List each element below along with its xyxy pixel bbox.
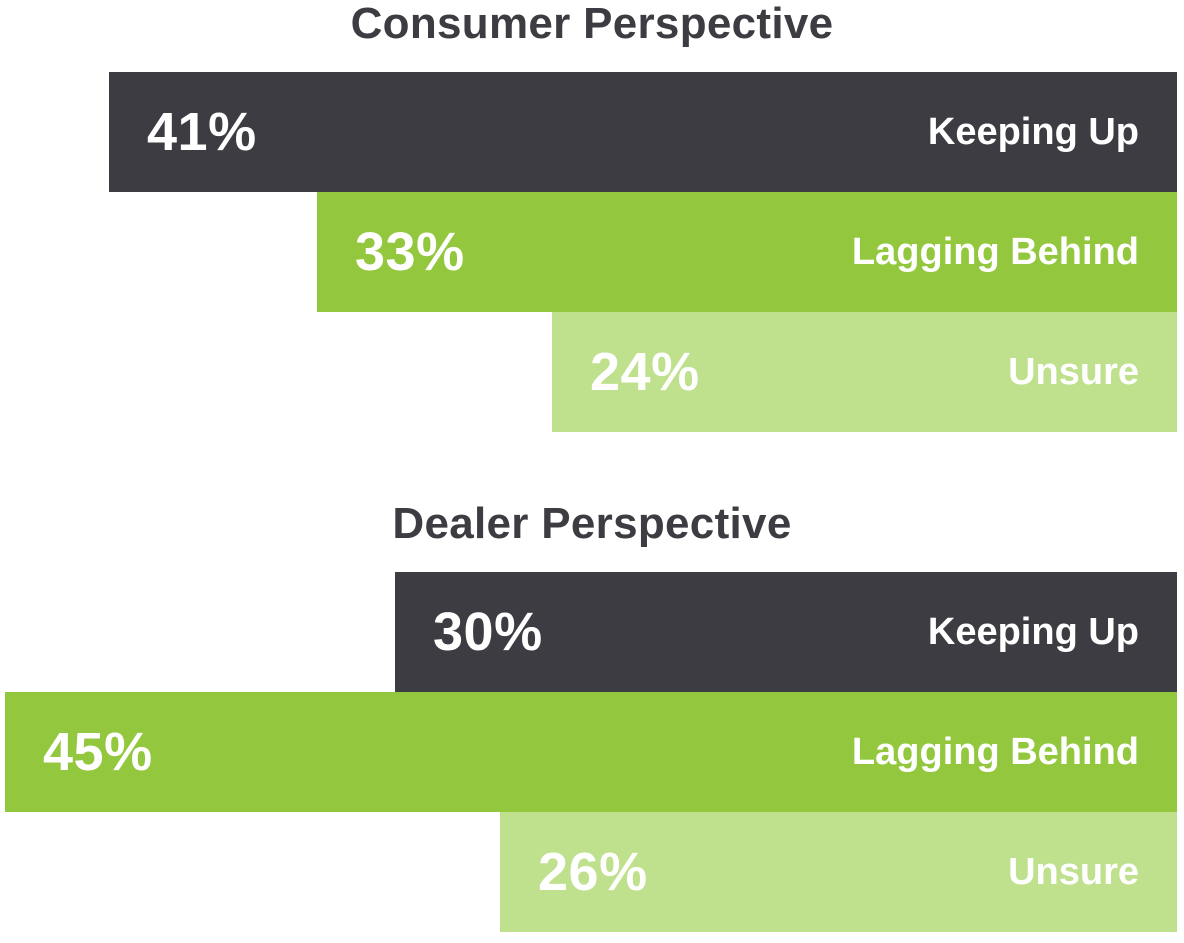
chart-title: Consumer Perspective xyxy=(350,0,834,48)
bar-category-label: Lagging Behind xyxy=(851,231,1139,273)
bar-lagging-behind: 45% Lagging Behind xyxy=(5,692,1177,812)
bar-category-label: Unsure xyxy=(1008,351,1139,393)
consumer-perspective-chart: Consumer Perspective 41% Keeping Up 33% Lag… xyxy=(0,0,1184,432)
bar-value-label: 33% xyxy=(355,222,465,282)
bar-category-label: Unsure xyxy=(1008,851,1139,893)
bar-category-label: Lagging Behind xyxy=(851,731,1139,773)
bar-unsure: 24% Unsure xyxy=(552,312,1177,432)
bar-value-label: 24% xyxy=(590,342,700,402)
chart-title: Dealer Perspective xyxy=(392,499,792,548)
bar-keeping-up: 30% Keeping Up xyxy=(395,572,1177,692)
bar-keeping-up: 41% Keeping Up xyxy=(109,72,1177,192)
bar-category-label: Keeping Up xyxy=(927,111,1139,153)
bar-lagging-behind: 33% Lagging Behind xyxy=(317,192,1177,312)
bar-category-label: Keeping Up xyxy=(927,611,1139,653)
bar-value-label: 41% xyxy=(147,102,257,162)
bar-unsure: 26% Unsure xyxy=(500,812,1177,932)
bar-value-label: 45% xyxy=(43,722,153,782)
dealer-perspective-chart: Dealer Perspective 30% Keeping Up 45% Laggi… xyxy=(0,499,1184,932)
bar-value-label: 30% xyxy=(433,602,543,662)
bar-value-label: 26% xyxy=(538,842,648,902)
